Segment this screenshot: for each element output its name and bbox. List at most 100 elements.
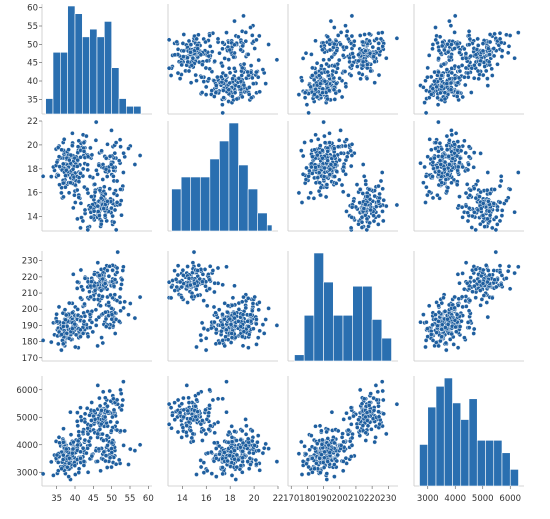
scatter-point [343,171,349,177]
scatter-point [204,303,210,309]
scatter-point [313,86,319,92]
scatter-point [486,59,492,65]
scatter-point [332,174,338,179]
scatter-point [84,450,89,456]
scatter-point [425,65,431,71]
hist-bar [60,51,68,115]
scatter-point [85,334,91,339]
scatter-point [321,465,327,470]
x-tick-label: 3000 [417,494,439,504]
scatter-point [367,38,372,44]
scatter-point [207,277,212,283]
scatter-point [335,144,341,150]
scatter-point [194,78,199,84]
scatter-point [330,68,336,74]
scatter-point [246,85,252,90]
scatter-point [55,341,61,347]
scatter-point [493,284,499,290]
scatter-point [122,428,128,434]
hist-bar [118,98,127,115]
scatter-point [308,433,314,438]
scatter-point [320,437,325,443]
y-tick-label: 3000 [16,468,38,478]
scatter-point [213,83,219,88]
scatter-point [331,146,337,151]
scatter-point [114,178,120,184]
scatter-point [169,284,174,290]
scatter-point [211,319,217,325]
scatter-point [101,184,107,190]
panel-r2-c1 [166,249,280,362]
scatter-point [460,164,466,170]
scatter-point [308,84,314,90]
scatter-point [110,267,115,273]
scatter-point [97,395,102,401]
scatter-point [480,48,486,54]
x-tick-label: 55 [125,494,136,504]
scatter-point [76,466,82,472]
scatter-point [198,52,204,58]
scatter-point [356,417,361,423]
scatter-point [439,153,445,159]
hist-bar [133,105,142,115]
scatter-point [486,208,492,214]
scatter-point [328,162,334,167]
scatter-point [336,137,342,143]
scatter-point [461,286,467,292]
scatter-point [376,409,381,415]
scatter-point [317,180,323,186]
scatter-point [342,69,348,74]
scatter-point [110,414,115,420]
scatter-point [478,206,484,211]
scatter-point [59,347,64,353]
scatter-point [99,335,104,340]
scatter-point [332,63,338,69]
scatter-point [489,225,495,231]
scatter-point [104,465,110,470]
scatter-point [477,194,482,199]
scatter-point [324,182,330,188]
scatter-point [452,13,458,19]
scatter-point [168,405,174,411]
scatter-point [230,295,236,301]
scatter-point [505,268,511,274]
scatter-point [329,54,335,60]
scatter-point [299,78,305,84]
scatter-point [344,45,349,50]
panel-r3-c2 [287,376,400,487]
scatter-point [367,50,373,56]
scatter-point [445,322,451,327]
y-tick-label: 20 [27,141,38,151]
scatter-point [480,200,486,206]
scatter-point [114,427,120,433]
scatter-point [234,464,240,470]
scatter-point [95,383,101,388]
scatter-point [466,154,472,160]
scatter-point [110,213,115,219]
scatter-point [175,70,181,76]
scatter-point [309,164,314,170]
scatter-point [498,173,504,179]
scatter-point [463,55,469,61]
scatter-point [394,35,400,41]
scatter-point [89,453,95,459]
scatter-point [452,46,457,51]
scatter-point [238,463,244,468]
scatter-point [60,180,66,186]
scatter-point [89,279,94,285]
panel-r1-c0 [40,119,152,233]
scatter-point [425,74,430,80]
hist-bar [45,98,54,115]
y-tick-label: 50 [27,40,38,50]
scatter-point [89,152,95,158]
scatter-point [193,414,199,420]
scatter-point [224,30,229,35]
scatter-point [173,276,179,282]
scatter-point [229,423,235,429]
scatter-point [127,446,133,452]
scatter-point [306,464,311,470]
scatter-point [190,55,196,61]
scatter-point [364,410,370,415]
scatter-point [346,192,351,198]
scatter-point [303,50,309,56]
